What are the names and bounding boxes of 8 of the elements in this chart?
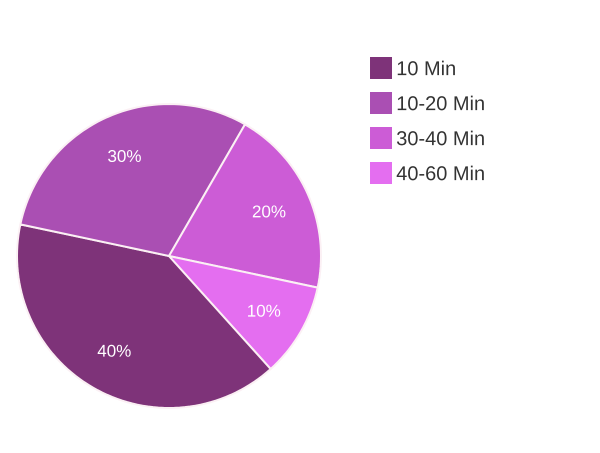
legend-label: 10-20 Min bbox=[398, 96, 484, 110]
legend-label: 40-60 Min bbox=[396, 166, 484, 180]
legend-label: 10 Min bbox=[398, 60, 455, 76]
legend-label: 30-40 Min bbox=[396, 130, 484, 146]
data-label: 30% bbox=[108, 150, 141, 162]
data-label: 40% bbox=[98, 344, 131, 357]
data-label: 20% bbox=[252, 205, 286, 218]
data-label: 10% bbox=[248, 304, 280, 317]
